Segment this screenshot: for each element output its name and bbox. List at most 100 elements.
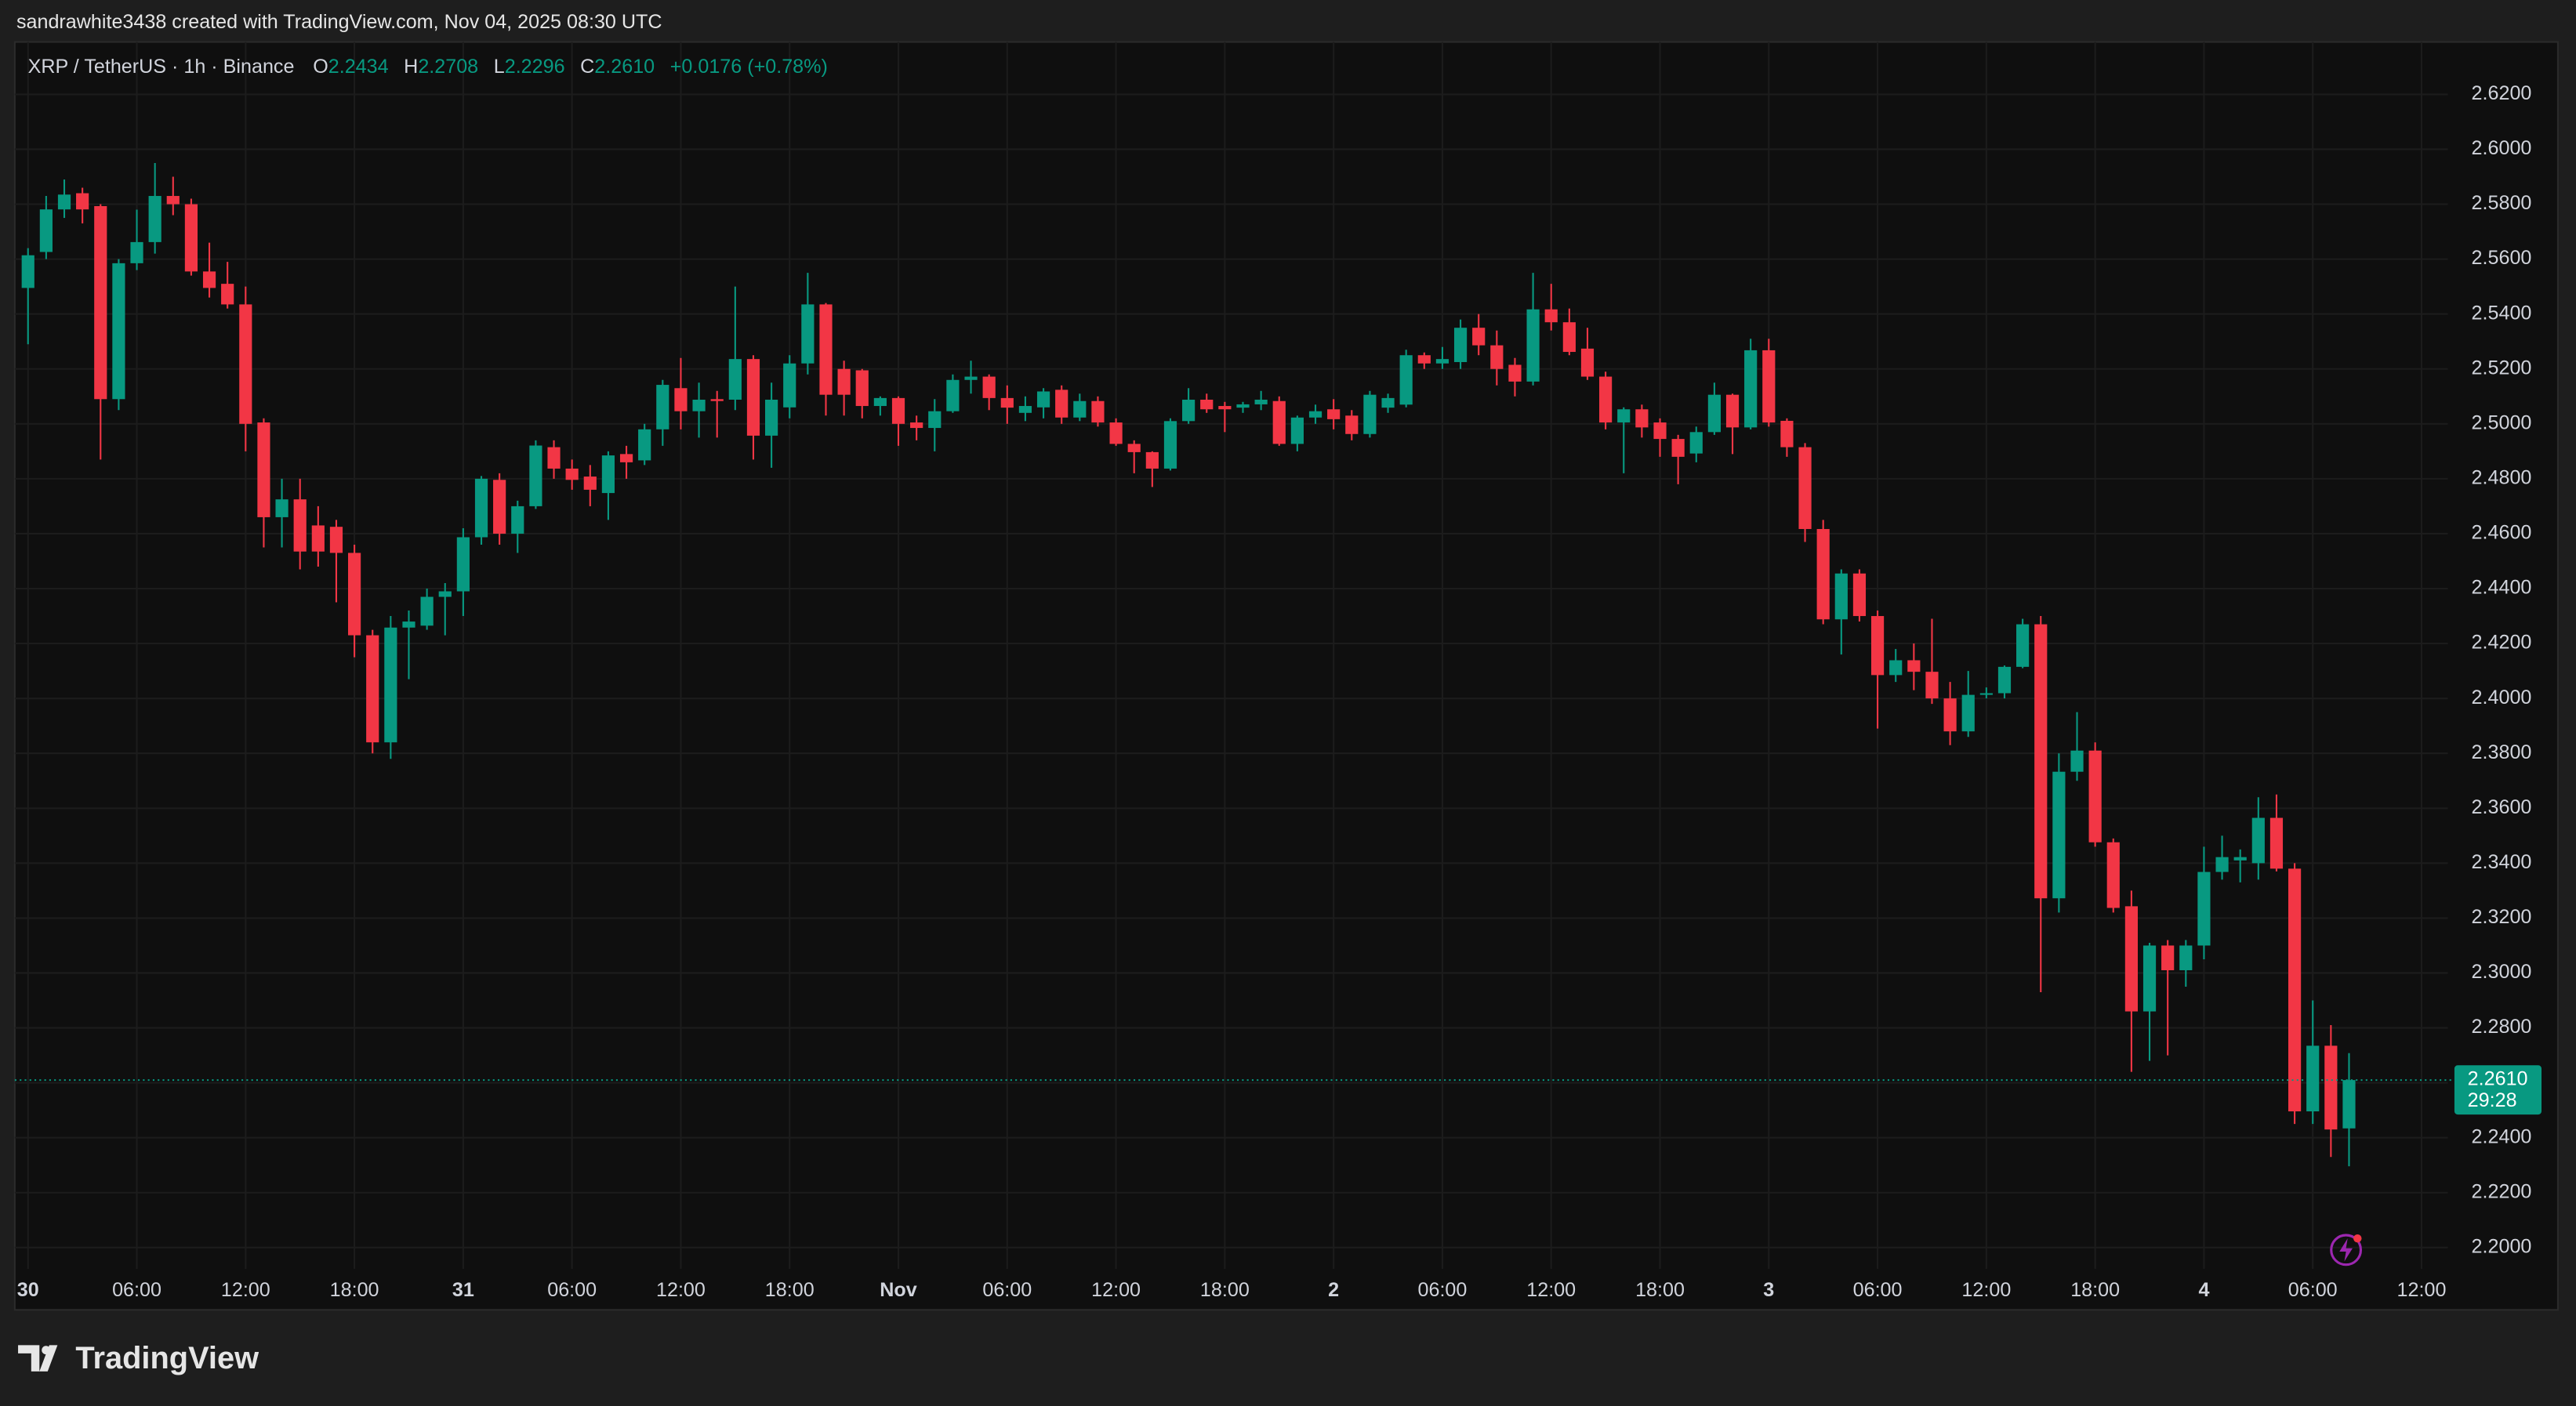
y-tick-label: 2.2000 bbox=[2472, 1235, 2532, 1257]
ohlc-value: 2.2708 bbox=[418, 56, 478, 78]
candle-body bbox=[638, 429, 651, 461]
candle-body bbox=[1345, 415, 1359, 434]
candle-body bbox=[928, 411, 942, 429]
candle-body bbox=[456, 537, 470, 592]
y-tick-label: 2.3200 bbox=[2472, 906, 2532, 928]
candle-body bbox=[2161, 945, 2175, 970]
candle-body bbox=[601, 455, 615, 494]
alert-ring[interactable] bbox=[2330, 1234, 2363, 1266]
candle-body bbox=[946, 379, 960, 411]
x-tick-label: 18:00 bbox=[330, 1279, 379, 1301]
candle-body bbox=[910, 422, 923, 429]
candle-body bbox=[1580, 348, 1595, 377]
candle-body bbox=[2251, 817, 2265, 864]
candle-body bbox=[1689, 432, 1703, 454]
candle-body bbox=[710, 399, 724, 401]
candle-body bbox=[1961, 694, 1975, 732]
y-tick-label: 2.3800 bbox=[2472, 741, 2532, 763]
candle-body bbox=[2088, 750, 2102, 843]
candle-body bbox=[1272, 400, 1286, 444]
candle-body bbox=[1725, 394, 1740, 428]
candle-body bbox=[765, 399, 778, 436]
symbol-title: XRP / TetherUS · 1h · Binance bbox=[28, 56, 295, 78]
candle-body bbox=[692, 399, 706, 411]
candle-body bbox=[239, 304, 252, 424]
candle-body bbox=[112, 263, 125, 400]
y-tick-label: 2.4200 bbox=[2472, 632, 2532, 654]
candle-body bbox=[257, 422, 270, 517]
last-price-label: 2.2610 bbox=[2468, 1068, 2528, 1090]
candle-body bbox=[39, 209, 53, 252]
candle-body bbox=[1163, 421, 1177, 469]
candle-body bbox=[1562, 322, 1576, 353]
ohlc-key: C bbox=[580, 56, 594, 78]
alert-icon[interactable] bbox=[2330, 1234, 2363, 1266]
candle-body bbox=[819, 304, 833, 395]
candle-body bbox=[964, 376, 978, 380]
x-tick-label: 18:00 bbox=[1200, 1279, 1250, 1301]
candle-body bbox=[130, 241, 143, 263]
alert-bolt[interactable] bbox=[2339, 1238, 2353, 1262]
candle-body bbox=[202, 271, 216, 288]
candle-body bbox=[2142, 945, 2157, 1012]
candle-body bbox=[1327, 409, 1341, 419]
logo-text: TradingView bbox=[75, 1341, 259, 1375]
candle-body bbox=[1236, 404, 1250, 408]
candle-body bbox=[1889, 660, 1903, 676]
candle-body bbox=[1798, 447, 1812, 529]
candle-body bbox=[1816, 528, 1830, 620]
attribution: sandrawhite3438 created with TradingView… bbox=[16, 11, 662, 33]
candle-body bbox=[1254, 399, 1268, 404]
candle-body bbox=[1780, 420, 1794, 448]
logo-dot bbox=[42, 1346, 51, 1355]
candle-body bbox=[891, 397, 905, 424]
y-tick-label: 2.4600 bbox=[2472, 522, 2532, 544]
x-tick-label: 12:00 bbox=[656, 1279, 706, 1301]
candle-body bbox=[1707, 394, 1721, 433]
candle-body bbox=[2197, 872, 2211, 946]
candle-body bbox=[94, 205, 107, 400]
y-tick-label: 2.5800 bbox=[2472, 192, 2532, 214]
candle-body bbox=[1943, 698, 1957, 732]
candle-body bbox=[2034, 624, 2048, 899]
candle-body bbox=[2070, 750, 2084, 772]
candle-body bbox=[1073, 400, 1087, 418]
candle-body bbox=[656, 385, 669, 429]
alert-dot bbox=[2353, 1234, 2362, 1243]
candle-body bbox=[1308, 411, 1322, 418]
logo: TradingView bbox=[18, 1341, 259, 1375]
candle-body bbox=[2233, 857, 2247, 861]
ohlc-key: H bbox=[404, 56, 418, 78]
candle-body bbox=[982, 376, 996, 398]
candle-body bbox=[1979, 693, 1993, 695]
candle-body bbox=[2215, 857, 2229, 872]
candle-body bbox=[438, 591, 452, 597]
x-tick-label: 18:00 bbox=[1635, 1279, 1685, 1301]
candle-body bbox=[2106, 842, 2120, 908]
y-tick-label: 2.4000 bbox=[2472, 687, 2532, 708]
candle-body bbox=[1435, 359, 1449, 364]
candle-body bbox=[21, 255, 34, 288]
candle-body bbox=[565, 468, 579, 480]
candle-body bbox=[1055, 390, 1068, 418]
candle-body bbox=[1834, 573, 1848, 620]
candle-body bbox=[746, 359, 760, 436]
candle-body bbox=[1145, 451, 1159, 469]
candle-body bbox=[1399, 355, 1413, 405]
x-tick-label: 30 bbox=[17, 1279, 39, 1301]
ohlc-key: L bbox=[494, 56, 505, 78]
x-tick-label: 06:00 bbox=[112, 1279, 161, 1301]
candle-body bbox=[275, 499, 288, 517]
candle-body bbox=[384, 627, 397, 743]
candle-body bbox=[728, 359, 742, 400]
y-tick-label: 2.4800 bbox=[2472, 467, 2532, 489]
x-tick-label: 3 bbox=[1763, 1279, 1774, 1301]
candle-body bbox=[583, 477, 597, 490]
candle-body bbox=[402, 621, 415, 628]
candles bbox=[14, 162, 2454, 1167]
candle-body bbox=[1000, 397, 1014, 408]
candle-body bbox=[619, 454, 633, 462]
candle-body bbox=[1453, 328, 1468, 362]
candle-body bbox=[1852, 573, 1867, 617]
